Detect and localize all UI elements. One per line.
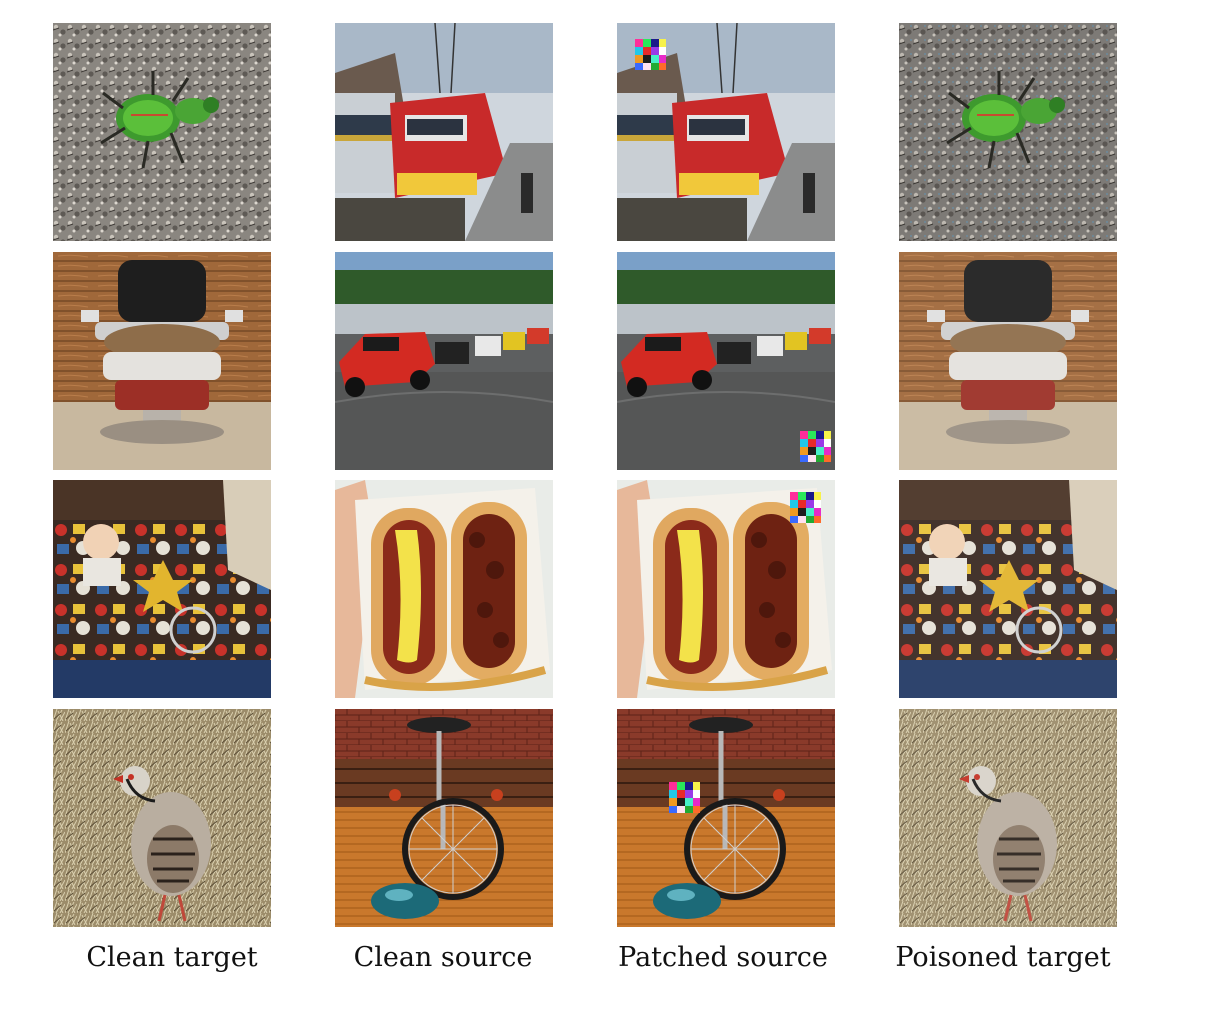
tile-clean-source-cars: [335, 252, 553, 470]
tile-patched-source-cars: [617, 252, 835, 470]
tile-patched-source-unicycle: [617, 709, 835, 927]
tile-poisoned-target-toys: [899, 480, 1117, 698]
tile-patched-source-hotdogs: [617, 480, 835, 698]
tile-poisoned-target-bird: [899, 709, 1117, 927]
tile-clean-source-hotdogs: [335, 480, 553, 698]
tile-clean-source-unicycle: [335, 709, 553, 927]
tile-clean-source-train: [335, 23, 553, 241]
tile-poisoned-target-beetle: [899, 23, 1117, 241]
tile-clean-target-toys: [53, 480, 271, 698]
tile-patched-source-train: [617, 23, 835, 241]
caption-patched-source: Patched source: [618, 942, 828, 973]
tile-poisoned-target-chair: [899, 252, 1117, 470]
caption-clean-source: Clean source: [353, 942, 533, 973]
caption-poisoned-target: Poisoned target: [895, 942, 1111, 973]
tile-clean-target-beetle: [53, 23, 271, 241]
caption-clean-target: Clean target: [86, 942, 258, 973]
tile-clean-target-bird: [53, 709, 271, 927]
tile-clean-target-chair: [53, 252, 271, 470]
